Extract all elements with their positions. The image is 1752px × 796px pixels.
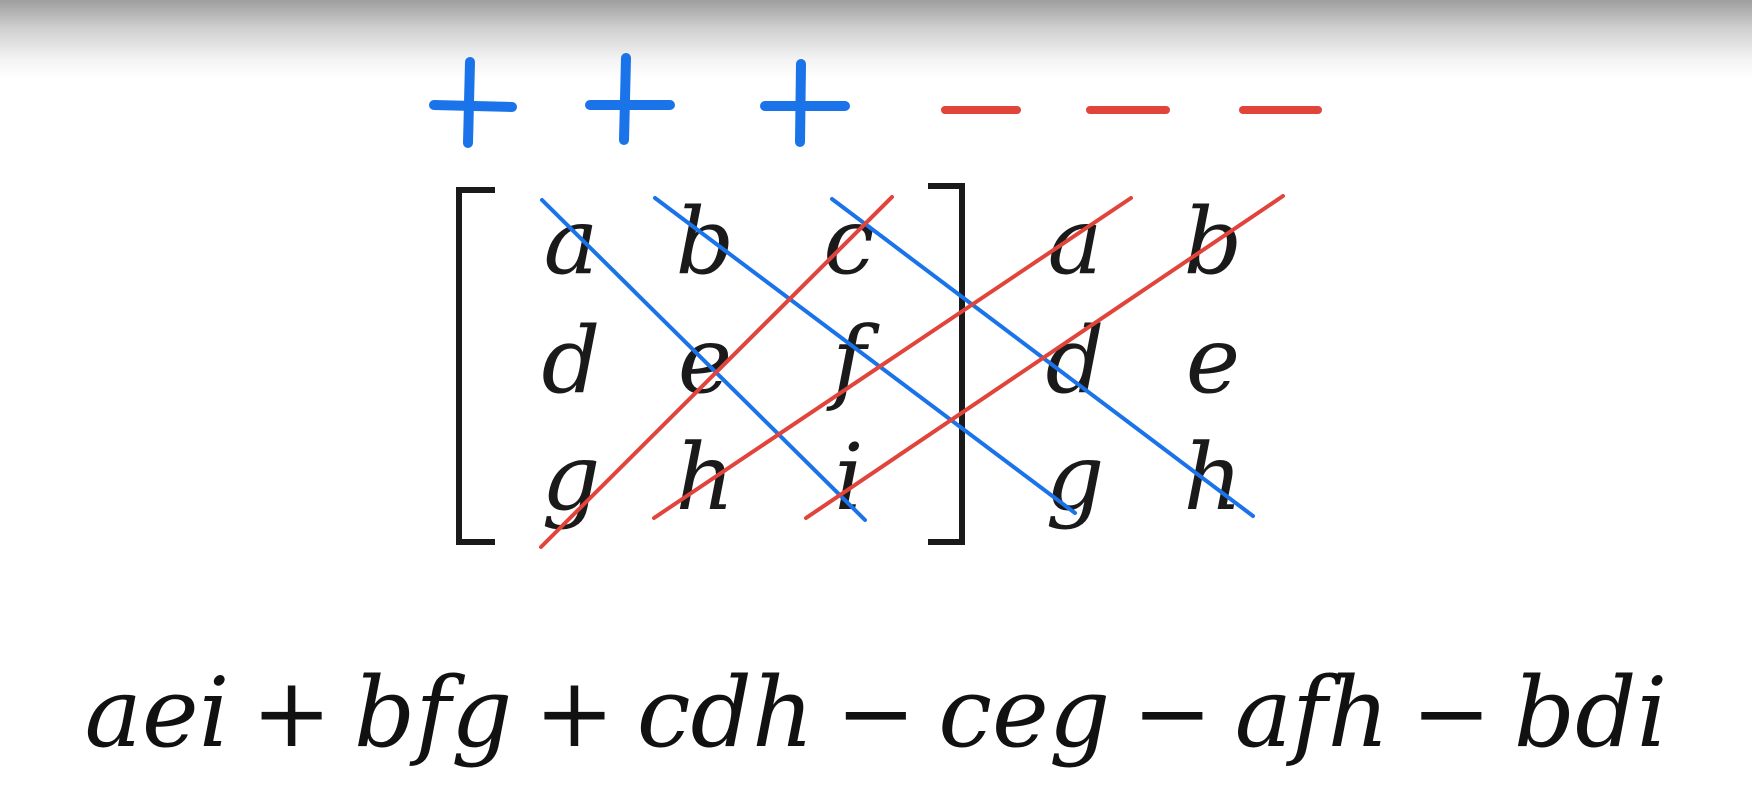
entry-g: g	[542, 424, 601, 531]
right-bracket	[928, 183, 965, 545]
term-afh: afh	[1234, 657, 1390, 769]
term-cdh: cdh	[636, 657, 814, 769]
diagonal-ceg	[539, 195, 894, 549]
extra-entry-e: e	[1186, 307, 1240, 414]
operator-plus-2: +	[534, 657, 615, 769]
matrix-entries: a b c d e f g h i	[542, 188, 880, 531]
plus-sign-3	[760, 59, 850, 147]
extra-columns: a b d e g h	[1046, 188, 1243, 531]
term-bdi: bdi	[1513, 657, 1668, 769]
entry-h: h	[675, 424, 734, 531]
extra-entry-a: a	[1048, 188, 1103, 295]
entry-a: a	[544, 188, 599, 295]
negative-diagonals	[539, 194, 1285, 549]
plus-sign-2	[585, 53, 675, 145]
diagonal-aei	[540, 198, 867, 522]
extra-entry-h: h	[1183, 424, 1242, 531]
entry-b: b	[676, 188, 735, 295]
term-bfg: bfg	[353, 657, 513, 769]
diagonal-bfg	[653, 196, 1077, 515]
plus-signs	[429, 53, 850, 148]
top-shadow	[0, 0, 1752, 80]
operator-minus-2: −	[1132, 657, 1213, 769]
diagonal-bdi	[804, 194, 1285, 520]
term-ceg: ceg	[938, 657, 1111, 769]
operator-minus-1: −	[835, 657, 917, 769]
positive-diagonals	[540, 196, 1255, 522]
plus-sign-1	[429, 57, 517, 148]
operator-plus-1: +	[251, 657, 332, 769]
term-aei: aei	[84, 657, 230, 769]
diagonal-afh	[652, 196, 1133, 520]
determinant-formula: aei + bfg + cdh − ceg − afh − bdi	[0, 665, 1752, 761]
entry-d: d	[542, 307, 601, 414]
left-bracket	[456, 187, 495, 545]
operator-minus-3: −	[1411, 657, 1492, 769]
